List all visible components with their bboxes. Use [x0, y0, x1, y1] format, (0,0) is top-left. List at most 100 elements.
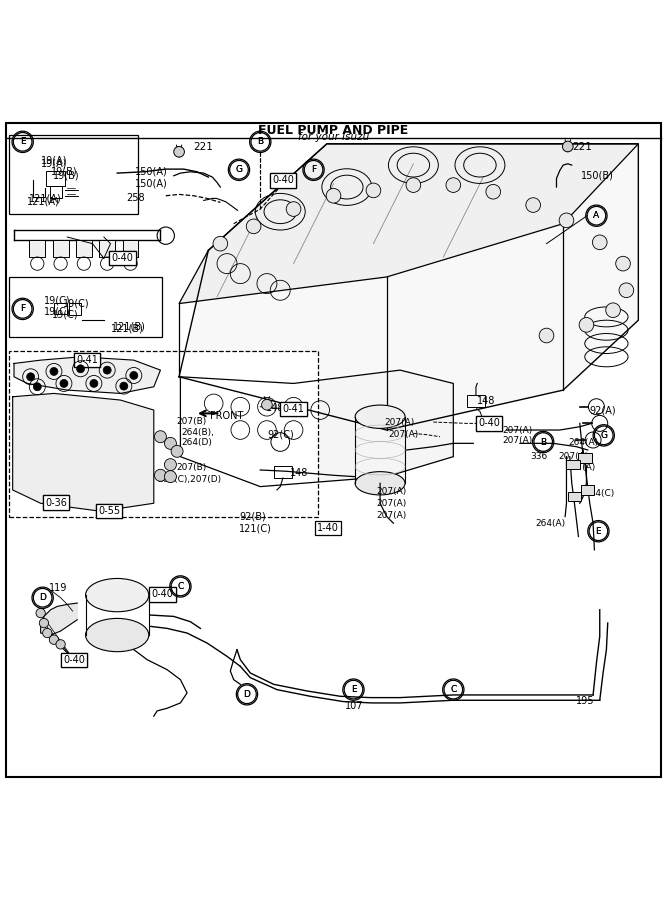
Text: 0-40: 0-40 [63, 654, 85, 665]
Text: 207(B): 207(B) [176, 464, 207, 472]
Circle shape [165, 459, 176, 471]
Circle shape [326, 188, 341, 203]
Circle shape [49, 635, 59, 644]
Text: 121(B): 121(B) [113, 322, 145, 332]
Circle shape [165, 471, 176, 482]
Circle shape [562, 141, 573, 152]
Text: 0-40: 0-40 [272, 176, 294, 185]
Text: 0-40: 0-40 [151, 590, 173, 599]
Bar [50, 186, 62, 198]
Bar [578, 454, 592, 463]
Text: D: D [39, 593, 46, 602]
Circle shape [77, 364, 85, 373]
Text: 19(A): 19(A) [41, 158, 67, 169]
Circle shape [173, 147, 184, 158]
Text: C: C [450, 685, 456, 694]
Circle shape [246, 219, 261, 234]
Text: G: G [235, 166, 243, 175]
Text: C: C [177, 582, 183, 591]
Text: 19(C): 19(C) [52, 310, 79, 320]
Bar [76, 240, 92, 257]
Text: G: G [600, 431, 607, 440]
Text: 207(A): 207(A) [558, 452, 589, 461]
Text: 336: 336 [530, 452, 547, 461]
Text: A: A [594, 212, 600, 220]
Text: B: B [257, 138, 263, 147]
Circle shape [120, 382, 128, 390]
Circle shape [406, 178, 421, 193]
Text: F: F [20, 304, 25, 313]
Circle shape [165, 437, 176, 449]
Text: 221: 221 [193, 142, 213, 152]
Polygon shape [14, 356, 161, 393]
Text: 207(A): 207(A) [377, 488, 407, 497]
Circle shape [43, 628, 52, 638]
Text: 19(B): 19(B) [51, 166, 77, 176]
Circle shape [50, 367, 58, 375]
Text: 0-36: 0-36 [45, 498, 67, 508]
Text: E: E [20, 138, 25, 147]
Text: 19(A): 19(A) [41, 156, 67, 166]
Text: 148: 148 [265, 403, 284, 413]
Text: 264(C): 264(C) [584, 489, 615, 498]
Polygon shape [41, 603, 77, 635]
Text: G: G [600, 431, 607, 440]
Text: 0-41: 0-41 [283, 404, 305, 414]
Text: C: C [177, 582, 183, 591]
Text: 207(A): 207(A) [384, 418, 414, 427]
Text: 264(A): 264(A) [568, 437, 598, 446]
Text: 19(B): 19(B) [53, 171, 79, 181]
Text: 0-55: 0-55 [98, 506, 120, 517]
Circle shape [155, 431, 167, 443]
Ellipse shape [85, 579, 149, 612]
Text: B: B [257, 138, 263, 147]
Text: D: D [243, 689, 250, 698]
Text: 107: 107 [345, 701, 364, 711]
Polygon shape [179, 144, 638, 303]
Circle shape [579, 318, 594, 332]
Text: 148: 148 [289, 468, 308, 478]
Circle shape [539, 328, 554, 343]
Text: 19(C): 19(C) [44, 295, 71, 305]
Text: 121(A): 121(A) [29, 194, 61, 203]
Text: 92(C): 92(C) [267, 429, 293, 440]
Text: D: D [243, 689, 250, 698]
Bar [123, 240, 139, 257]
Text: 0-40: 0-40 [478, 418, 500, 428]
Text: 264(B),: 264(B), [181, 428, 215, 436]
Text: 207(A): 207(A) [377, 510, 407, 519]
Circle shape [56, 640, 65, 649]
Circle shape [592, 235, 607, 249]
Text: E: E [596, 526, 601, 536]
Text: 0-40: 0-40 [63, 654, 85, 665]
Circle shape [155, 469, 167, 482]
Bar [9, 277, 162, 337]
Text: 207(C),207(D): 207(C),207(D) [157, 475, 221, 484]
Bar [467, 395, 486, 407]
Circle shape [261, 400, 272, 410]
Bar [54, 303, 67, 313]
Text: 207(A): 207(A) [389, 430, 419, 439]
Bar [29, 240, 45, 257]
Text: 150(A): 150(A) [135, 179, 168, 189]
Circle shape [366, 183, 381, 198]
Bar [53, 240, 69, 257]
Text: 0-40: 0-40 [111, 253, 133, 264]
Text: 92(A): 92(A) [589, 405, 616, 415]
Text: D: D [39, 593, 46, 602]
Circle shape [606, 303, 620, 318]
Text: E: E [351, 685, 356, 694]
Ellipse shape [355, 405, 405, 428]
Circle shape [286, 202, 301, 216]
Text: E: E [351, 685, 356, 694]
Text: 121(A): 121(A) [27, 197, 60, 207]
Circle shape [39, 618, 49, 627]
Bar [9, 352, 318, 517]
Text: 92(B): 92(B) [239, 511, 265, 522]
Text: 1-40: 1-40 [317, 523, 339, 533]
Circle shape [60, 380, 68, 387]
Text: 119: 119 [49, 583, 67, 593]
Text: for your Isuzu: for your Isuzu [298, 132, 369, 142]
Text: 19(C): 19(C) [44, 307, 71, 317]
Circle shape [103, 366, 111, 374]
